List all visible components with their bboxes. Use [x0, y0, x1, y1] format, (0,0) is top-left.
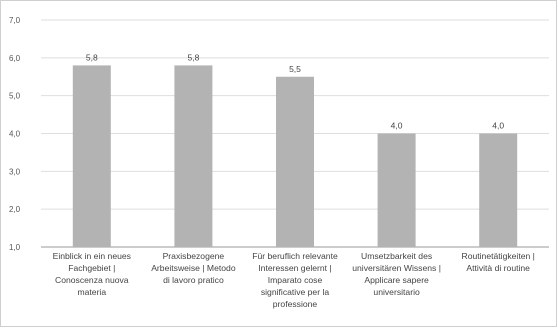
category-label: Routinetätigkeiten | Attività di routine	[461, 251, 534, 273]
category-label-line: Für beruflich relevante	[252, 251, 338, 261]
data-label: 5,8	[187, 52, 199, 62]
y-tick-label: 5,0	[9, 92, 21, 101]
data-label: 4,0	[391, 121, 403, 131]
category-label-line: materia	[77, 287, 106, 297]
category-label-line: universitären Wissens |	[352, 263, 441, 273]
data-labels: 5,8 5,8 5,5 4,0 4,0	[86, 52, 504, 130]
category-label-line: Umsetzbarkeit des	[361, 251, 432, 261]
category-label: Einblick in ein neues Fachgebiet | Conosce…	[53, 251, 131, 297]
category-label-line: Attività di routine	[466, 263, 530, 273]
category-label-line: significative per la	[261, 287, 330, 297]
category-label-line: universitario	[373, 287, 420, 297]
category-label: Für beruflich relevante Interessen gelern…	[252, 251, 338, 309]
bar	[377, 133, 416, 247]
category-label-line: Arbeitsweise | Metodo	[151, 263, 236, 273]
category-label-line: professione	[273, 299, 318, 309]
category-label-line: di lavoro pratico	[163, 275, 224, 285]
y-tick-label: 1,0	[9, 243, 21, 252]
category-label-line: Imparato cose	[268, 275, 323, 285]
category-label-line: Conoscenza nuova	[55, 275, 129, 285]
data-label: 5,5	[289, 64, 301, 74]
bar	[276, 76, 314, 247]
category-label: Praxisbezogene Arbeitsweise | Metodo di la…	[151, 251, 236, 285]
bar-chart: 1,0 2,0 3,0 4,0 5,0 6,0 7,0 5,8 5,8 5,5 4,0 4,0 Ei…	[9, 16, 549, 309]
y-tick-label: 7,0	[9, 16, 21, 25]
y-tick-label: 3,0	[9, 167, 21, 176]
y-tick-label: 4,0	[9, 130, 21, 139]
y-tick-label: 6,0	[9, 54, 21, 63]
data-label: 5,8	[86, 52, 98, 62]
data-label: 4,0	[492, 121, 504, 131]
category-label: Umsetzbarkeit des universitären Wissens |…	[352, 251, 441, 297]
bar	[174, 65, 213, 248]
category-label-line: Fachgebiet |	[68, 263, 115, 273]
category-label-line: Einblick in ein neues	[53, 251, 131, 261]
y-tick-label: 2,0	[9, 205, 21, 214]
bar	[72, 65, 111, 248]
category-label-line: Interessen gelernt |	[258, 263, 331, 273]
bar	[479, 133, 518, 247]
bars	[72, 65, 518, 248]
category-label-line: Routinetätigkeiten |	[461, 251, 534, 261]
y-axis-ticks: 1,0 2,0 3,0 4,0 5,0 6,0 7,0	[9, 16, 21, 252]
category-label-line: Applicare sapere	[364, 275, 429, 285]
category-labels: Einblick in ein neues Fachgebiet | Conosce…	[53, 251, 535, 309]
category-label-line: Praxisbezogene	[163, 251, 225, 261]
